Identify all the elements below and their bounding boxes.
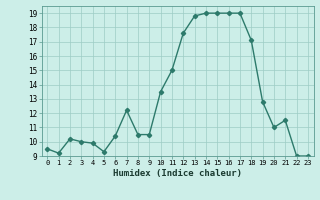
X-axis label: Humidex (Indice chaleur): Humidex (Indice chaleur) (113, 169, 242, 178)
